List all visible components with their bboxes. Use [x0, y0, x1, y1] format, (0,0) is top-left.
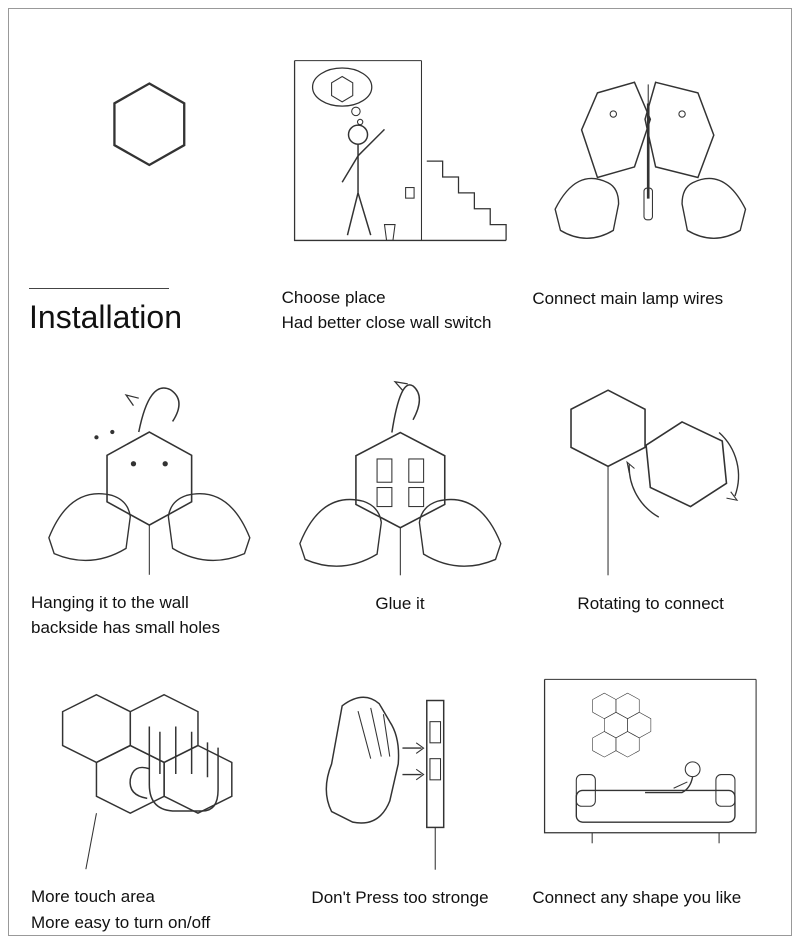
- step-hanging: Hanging it to the wall backside has smal…: [29, 354, 270, 641]
- step-any-shape: Connect any shape you like: [530, 659, 771, 936]
- caption-line1: Choose place: [282, 285, 519, 311]
- illus-hanging: [29, 354, 270, 584]
- caption-rotating: Rotating to connect: [530, 585, 771, 641]
- title-cell: Installation: [29, 33, 270, 336]
- step-rotating: Rotating to connect: [530, 354, 771, 641]
- caption-line1: Rotating to connect: [532, 591, 769, 617]
- page-title: Installation: [29, 299, 270, 336]
- illus-touch-area: [29, 659, 270, 879]
- caption-line1: Don't Press too stronge: [282, 885, 519, 911]
- title-divider: [29, 288, 169, 289]
- illus-dont-press: [280, 659, 521, 880]
- caption-line2: More easy to turn on/off: [31, 910, 268, 936]
- caption-touch-area: More touch area More easy to turn on/off: [29, 878, 270, 935]
- step-dont-press: Don't Press too stronge: [280, 659, 521, 936]
- illus-any-shape: [530, 659, 771, 880]
- illus-glue: [280, 354, 521, 585]
- caption-line2: Had better close wall switch: [282, 310, 519, 336]
- caption-glue: Glue it: [280, 585, 521, 641]
- illus-choose-place: [280, 33, 521, 279]
- caption-line2: backside has small holes: [31, 615, 268, 641]
- caption-line1: Connect main lamp wires: [532, 286, 769, 312]
- caption-line1: Connect any shape you like: [532, 885, 769, 911]
- caption-choose-place: Choose place Had better close wall switc…: [280, 279, 521, 336]
- caption-any-shape: Connect any shape you like: [530, 879, 771, 935]
- step-touch-area: More touch area More easy to turn on/off: [29, 659, 270, 936]
- instruction-page: Installation: [8, 8, 792, 936]
- illus-connect-wires: [530, 33, 771, 280]
- caption-hanging: Hanging it to the wall backside has smal…: [29, 584, 270, 641]
- step-choose-place: Choose place Had better close wall switc…: [280, 33, 521, 336]
- caption-connect-wires: Connect main lamp wires: [530, 280, 771, 336]
- caption-dont-press: Don't Press too stronge: [280, 879, 521, 935]
- step-glue: Glue it: [280, 354, 521, 641]
- caption-line1: More touch area: [31, 884, 268, 910]
- caption-line1: Glue it: [282, 591, 519, 617]
- hexagon-icon: [33, 37, 266, 270]
- title-illustration: [29, 33, 270, 274]
- step-connect-wires: Connect main lamp wires: [530, 33, 771, 336]
- caption-line1: Hanging it to the wall: [31, 590, 268, 616]
- illus-rotating: [530, 354, 771, 585]
